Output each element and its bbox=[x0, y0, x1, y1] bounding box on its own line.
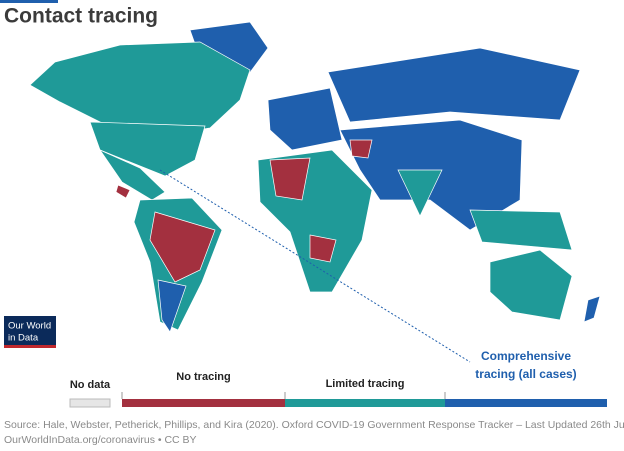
legend-swatch bbox=[69, 398, 111, 408]
central-america bbox=[99, 149, 166, 201]
legend-label: No data bbox=[70, 379, 111, 391]
legend-swatch bbox=[445, 399, 607, 407]
logo-line: Our World bbox=[8, 321, 51, 332]
logo-underline bbox=[4, 345, 56, 348]
legend-swatch bbox=[122, 399, 285, 407]
legend-label: No tracing bbox=[176, 371, 230, 383]
title: Contact tracing bbox=[4, 5, 158, 28]
logo-line: in Data bbox=[8, 333, 39, 344]
legend: No data No tracing Limited tracing Comprehe… bbox=[69, 349, 607, 408]
southeast-asia bbox=[469, 209, 573, 251]
argentina bbox=[157, 279, 187, 333]
legend-label: Comprehensive bbox=[481, 349, 571, 363]
top-accent bbox=[0, 0, 58, 3]
australia bbox=[489, 249, 573, 321]
world-map bbox=[29, 21, 601, 363]
usa bbox=[89, 121, 206, 177]
brazil bbox=[149, 211, 216, 283]
india bbox=[397, 169, 443, 217]
source: OurWorldInData.org/coronavirus • CC BY bbox=[4, 434, 197, 446]
legend-swatch bbox=[285, 399, 445, 407]
middle-east-red bbox=[349, 139, 373, 159]
legend-label: tracing (all cases) bbox=[475, 367, 576, 381]
pointer-line bbox=[159, 169, 471, 363]
logo-box bbox=[4, 316, 56, 348]
europe bbox=[267, 87, 343, 151]
new-zealand bbox=[583, 295, 601, 323]
source: Source: Hale, Webster, Petherick, Philli… bbox=[4, 419, 624, 431]
central-america-red bbox=[115, 184, 131, 199]
canada bbox=[29, 41, 251, 139]
angola bbox=[309, 234, 337, 263]
logo: Our World in Data bbox=[4, 316, 56, 348]
russia bbox=[327, 47, 581, 123]
algeria bbox=[269, 157, 311, 201]
legend-label: Limited tracing bbox=[326, 378, 405, 390]
